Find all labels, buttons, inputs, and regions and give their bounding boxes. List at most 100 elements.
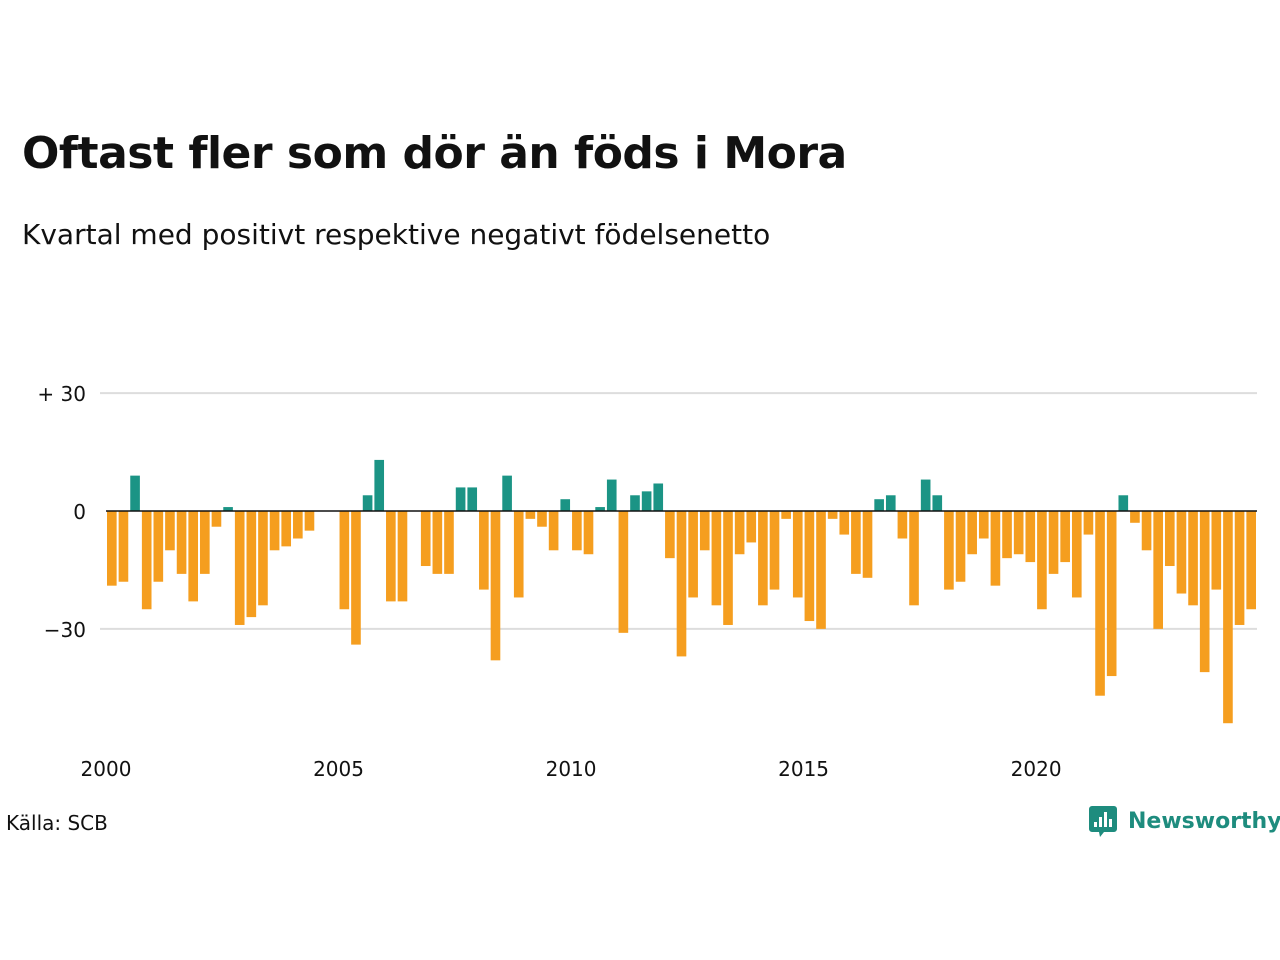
bar-negative [269,511,280,551]
bar-positive [455,487,466,511]
bar-positive [630,495,640,511]
bar-negative [781,511,791,519]
bar-negative [188,511,199,602]
bar-positive [362,495,373,511]
bar-positive [223,507,233,511]
bar-negative [537,511,547,527]
bar-negative [165,511,175,551]
bar-negative [513,511,524,598]
bar-negative [1211,511,1222,590]
y-axis-ticks: + 30 0 −30 [37,382,86,642]
brand-name: Newsworthy [1128,808,1280,834]
bar-negative [176,511,187,574]
bar-negative [246,511,257,618]
newsworthy-logo-icon [1089,806,1117,837]
bar-negative [967,511,977,555]
bar-negative [1106,511,1117,677]
bar-negative [572,511,582,551]
y-tick-label: 0 [73,500,86,524]
bar-negative [420,511,431,567]
bar-negative [200,511,210,574]
bar-negative [107,511,117,586]
bar-negative [1153,511,1163,629]
bar-negative [688,511,698,598]
bar-negative [1048,511,1059,574]
brand-logo[interactable]: Newsworthy [1088,804,1280,838]
chart-subtitle: Kvartal med positivt respektive negativt… [22,218,771,251]
x-tick-label: 2020 [1011,757,1062,781]
x-tick-label: 2000 [81,757,132,781]
x-tick-label: 2010 [546,757,597,781]
bar-negative [583,511,594,555]
bar-negative [990,511,1001,586]
bar-negative [479,511,489,590]
bar-negative [490,511,501,661]
bar-negative [304,511,315,531]
bar-negative [1199,511,1210,673]
bar-negative [1164,511,1175,567]
bar-negative [258,511,268,606]
y-tick-label: + 30 [37,382,86,406]
bar-negative [1013,511,1024,555]
bar-negative [804,511,815,622]
chart-title: Oftast fler som dör än föds i Mora [22,128,847,179]
bar-negative [548,511,559,551]
bar-negative [525,511,536,519]
bar-negative [897,511,908,539]
bar-negative [734,511,745,555]
bar-negative [141,511,152,610]
x-tick-label: 2015 [778,757,829,781]
bar-negative [1246,511,1256,610]
bar-negative [978,511,989,539]
bar-negative [1176,511,1187,594]
bar-negative [955,511,966,582]
bar-negative [851,511,861,574]
bar-negative [432,511,443,574]
bar-negative [444,511,454,574]
bar-negative [118,511,129,582]
bar-negative [234,511,245,625]
bar-negative [1083,511,1094,535]
bar-negative [1025,511,1036,563]
bar-negative [944,511,954,590]
bar-negative [816,511,826,629]
bar-negative [839,511,850,535]
bar-negative [153,511,164,582]
bar-negative [1234,511,1245,625]
bars [107,459,1256,724]
bar-negative [1071,511,1082,598]
bar-negative [676,511,687,657]
bar-positive [374,459,385,511]
bar-positive [932,495,943,511]
bar-negative [1223,511,1233,724]
bar-negative [1060,511,1070,563]
bar-negative [281,511,292,547]
bar-positive [502,475,512,511]
bar-negative [792,511,803,598]
bar-negative [1037,511,1047,610]
bar-positive [885,495,896,511]
bar-positive [1118,495,1129,511]
bar-positive [560,499,571,511]
bar-positive [653,483,664,511]
bar-negative [699,511,710,551]
bar-positive [874,499,884,511]
bar-negative [746,511,757,543]
bar-chart: + 30 0 −30 2000 2005 2010 2015 2020 [37,382,1257,781]
bar-negative [665,511,675,559]
bar-negative [909,511,919,606]
bar-positive [467,487,478,511]
bar-negative [1130,511,1140,523]
bar-negative [723,511,733,625]
bar-negative [386,511,396,602]
bar-negative [397,511,408,602]
bar-negative [618,511,629,633]
bar-negative [769,511,780,590]
bar-negative [1002,511,1012,559]
x-axis-ticks: 2000 2005 2010 2015 2020 [81,757,1062,781]
bar-positive [920,479,931,511]
bar-negative [827,511,838,519]
bar-positive [130,475,140,511]
bar-negative [1095,511,1105,696]
bar-positive [606,479,617,511]
